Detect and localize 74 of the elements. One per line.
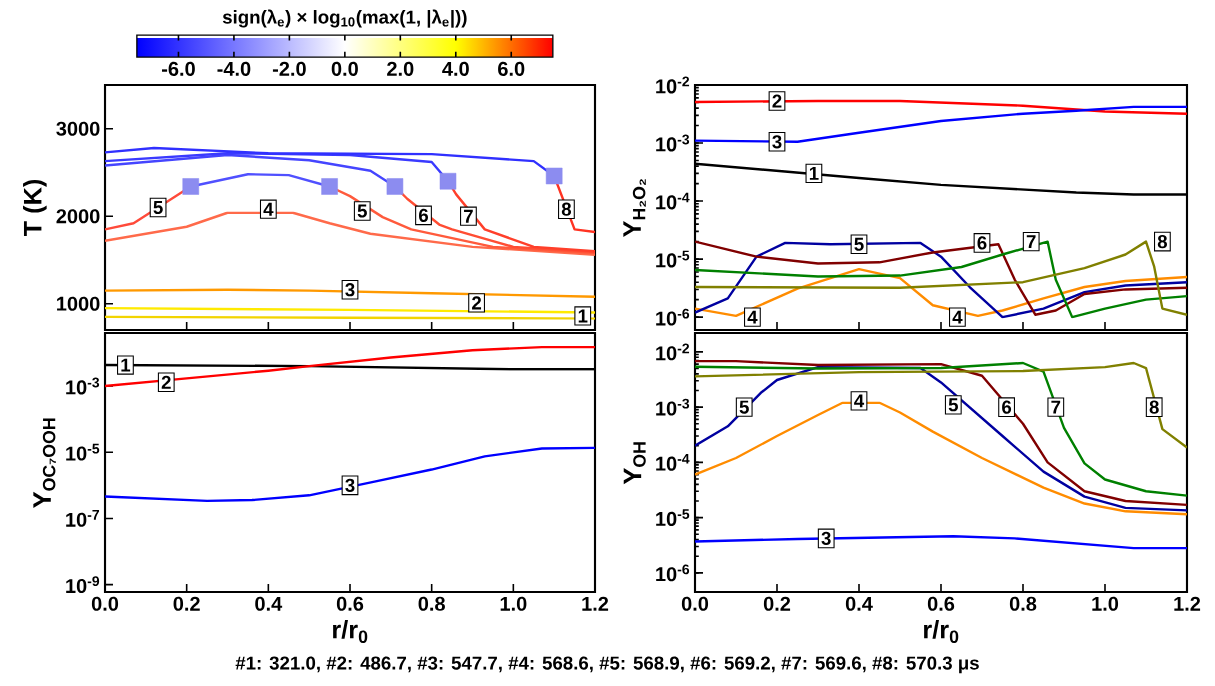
y-tick-label: 10$^{-4}$	[656, 192, 690, 210]
y-tick-label: 10$^{-3}$	[66, 377, 100, 395]
x-tick-label: 0.0	[681, 596, 709, 611]
annotation: 7	[1051, 400, 1061, 414]
x-tick-label: 0.8	[418, 596, 445, 611]
annotation: 5	[357, 204, 367, 218]
y-tick-label: 10$^{-7}$	[66, 510, 100, 527]
annotation: 2	[772, 94, 782, 108]
annotation: 3	[821, 531, 831, 546]
annotation: 7	[464, 209, 473, 223]
annotation: 5	[153, 200, 163, 215]
y-tick-label: 10$^{-5}$	[656, 509, 690, 526]
color-bar-title: sign(λ$_{e}$) × log$_{10}$(max(1, |λ$_{e}$|))	[222, 9, 467, 28]
y-tick-label: 10$^{-3}$	[656, 134, 690, 152]
x-axis-title: r/r$_{0}$	[333, 620, 368, 643]
x-tick-label: 0.8	[1009, 596, 1037, 611]
x-tick-label: 0.6	[336, 596, 364, 611]
x-axis-title: r/r$_{0}$	[924, 620, 959, 643]
annotation: 5	[948, 398, 958, 412]
annotation: 1	[809, 166, 819, 180]
annotation: 4	[952, 310, 963, 324]
color-bar-label: -6.0	[162, 61, 195, 76]
color-bar-label: 4.0	[442, 61, 469, 76]
annotation: 5	[739, 400, 749, 414]
annotation: 6	[1002, 400, 1012, 414]
annotation: 3	[772, 135, 782, 149]
color-bar-label: 0.0	[331, 61, 358, 76]
y-tick-label: 1000	[57, 296, 100, 311]
x-tick-label: 0.4	[255, 596, 283, 611]
x-tick-label: 0.2	[763, 596, 791, 611]
x-tick-label: 0.4	[845, 596, 873, 611]
annotation: 1	[578, 309, 588, 323]
x-tick-label: 0.2	[173, 596, 200, 611]
annotation: 4	[263, 202, 274, 216]
annotation: 5	[854, 237, 864, 251]
annotation: 3	[345, 478, 355, 492]
annotation: 7	[1026, 235, 1036, 249]
color-bar-label: -4.0	[217, 61, 251, 76]
y-tick-label: 10$^{-9}$	[66, 576, 100, 594]
y-axis-title: T (K)	[23, 179, 47, 237]
annotation: 1	[121, 358, 131, 372]
annotation: 8	[1149, 400, 1159, 414]
color-bar-label: 6.0	[498, 61, 525, 76]
annotation: 6	[419, 208, 429, 222]
annotation: 3	[345, 283, 355, 297]
y-axis-title: Y$_{OH}$	[623, 442, 646, 485]
y-tick-label: 2000	[56, 209, 100, 224]
y-tick-label: 10$^{-5}$	[656, 250, 690, 268]
annotation: 4	[747, 310, 758, 324]
y-tick-label: 10$^{-4}$	[656, 453, 690, 471]
x-tick-label: 1.0	[500, 596, 527, 611]
y-tick-label: 10$^{-2}$	[656, 76, 690, 94]
x-tick-label: 0.6	[927, 596, 955, 611]
x-tick-label: 1.2	[1174, 596, 1201, 611]
annotation: 8	[561, 202, 572, 216]
y-tick-label: 10$^{-6}$	[656, 308, 690, 326]
y-tick-label: 10$^{-3}$	[656, 398, 690, 416]
x-tick-label: 0.0	[91, 596, 119, 611]
y-tick-label: 10$^{-2}$	[656, 343, 690, 361]
annotation: 4	[854, 394, 865, 408]
y-tick-label: 10$^{-6}$	[656, 564, 690, 582]
color-bar-label: -2.0	[272, 61, 306, 76]
text: #1: 321.0, #2: 486.7, #3: 547.7, #4: 568.6, #5: 568.9, #6: 569.2, #7: 569.6, #8: 570.3 μs	[235, 656, 979, 674]
x-tick-label: 1.2	[582, 596, 609, 611]
annotation: 6	[977, 236, 987, 250]
x-tick-label: 1.0	[1092, 596, 1119, 611]
y-tick-label: 3000	[56, 121, 100, 136]
color-bar-label: 2.0	[387, 61, 414, 76]
annotation: 2	[161, 375, 171, 389]
annotation: 2	[472, 296, 482, 310]
y-tick-label: 10$^{-5}$	[66, 443, 100, 461]
y-axis-title: Y$_{H₂O₂}$	[623, 179, 646, 238]
annotation: 8	[1157, 234, 1168, 249]
y-axis-title: Y$_{OC₇OOH}$	[33, 418, 56, 508]
